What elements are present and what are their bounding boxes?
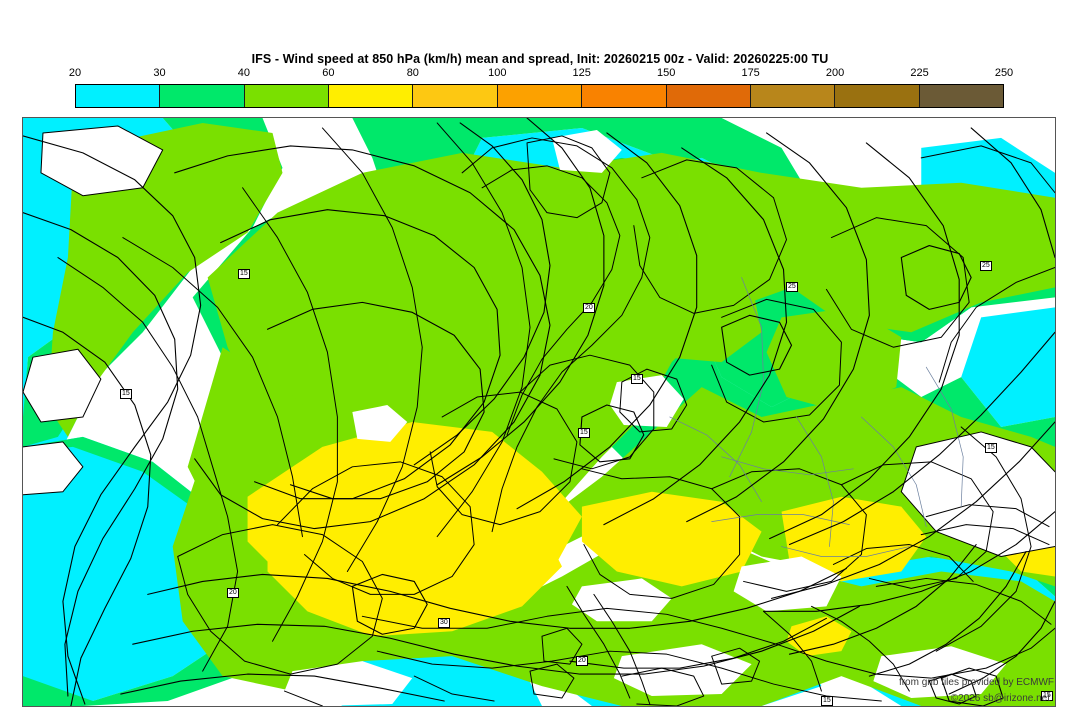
- colorbar-swatch-9: [835, 85, 920, 107]
- colorbar-swatch-7: [666, 85, 751, 107]
- colorbar-tick-20: 20: [68, 67, 82, 79]
- colorbar-tick-125: 125: [572, 67, 591, 79]
- colorbar-tick-30: 30: [153, 67, 166, 79]
- colorbar-tick-40: 40: [237, 67, 251, 79]
- page-title: IFS - Wind speed at 850 hPa (km/h) mean …: [251, 52, 829, 66]
- colorbar-swatch-0: [76, 85, 161, 107]
- colorbar-tick-80: 80: [406, 67, 419, 79]
- colorbar-swatch-1: [160, 85, 245, 107]
- source-credit: from grib files provided by ECMWF: [898, 677, 1054, 688]
- colorbar-swatch-10: [919, 85, 1003, 107]
- colorbar-tick-250: 250: [994, 67, 1014, 79]
- contour-label: 30: [438, 618, 450, 628]
- contour-label: 15: [631, 374, 643, 384]
- contour-label: 25: [980, 261, 992, 271]
- colorbar: 20 30 40 60 80 100 125 150 175 200 225 250: [69, 67, 1013, 108]
- contour-label: 15: [1041, 691, 1053, 701]
- colorbar-tick-150: 150: [656, 67, 676, 79]
- contour-label: 15: [578, 428, 590, 438]
- contour-label: 20: [227, 588, 239, 598]
- contour-label: 15: [821, 696, 833, 706]
- contour-label: 15: [985, 443, 997, 453]
- map-canvas[interactable]: 1515201520152530201515101525: [22, 117, 1056, 707]
- contour-label: 15: [120, 389, 132, 399]
- colorbar-tick-60: 60: [322, 67, 335, 79]
- contour-label: 15: [238, 269, 250, 279]
- colorbar-swatch-6: [582, 85, 667, 107]
- colorbar-tick-labels: 20 30 40 60 80 100 125 150 175 200 225 250: [69, 67, 1013, 81]
- copyright-credit: ©2026 sb@irizone.net: [950, 693, 1050, 704]
- contour-label: 20: [583, 303, 595, 313]
- colorbar-tick-175: 175: [741, 67, 760, 79]
- colorbar-swatch-8: [750, 85, 836, 107]
- contour-label: 20: [576, 656, 588, 666]
- colorbar-swatch-3: [329, 85, 414, 107]
- colorbar-swatch-5: [497, 85, 583, 107]
- colorbar-tick-100: 100: [488, 67, 507, 79]
- colorbar-swatches: [75, 84, 1004, 108]
- wind-speed-field: [23, 118, 1055, 706]
- colorbar-tick-200: 200: [825, 67, 845, 79]
- colorbar-swatch-4: [413, 85, 498, 107]
- contour-label: 25: [786, 282, 798, 292]
- colorbar-tick-225: 225: [910, 67, 929, 79]
- colorbar-swatch-2: [244, 85, 330, 107]
